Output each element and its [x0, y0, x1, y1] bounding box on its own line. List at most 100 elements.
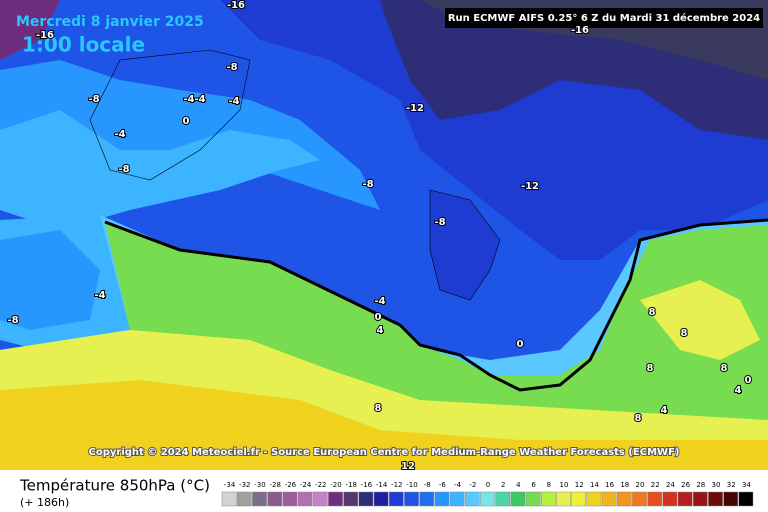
legend-swatch	[601, 491, 617, 507]
legend-swatch	[571, 491, 587, 507]
legend-swatch	[708, 491, 723, 507]
contour-label: 8	[647, 363, 654, 374]
contour-label: -4	[114, 129, 125, 140]
legend-swatch	[510, 491, 526, 507]
contour-label: -4	[228, 96, 239, 107]
contour-label: -12	[521, 181, 539, 192]
contour-label: 0	[517, 339, 524, 350]
legend-label: -26	[285, 481, 297, 489]
legend-label: 28	[696, 481, 705, 489]
legend-label: 16	[605, 481, 614, 489]
legend-swatch	[252, 491, 267, 507]
legend-label: -16	[361, 481, 373, 489]
contour-label: 0	[375, 312, 382, 323]
legend-label: -30	[254, 481, 265, 489]
contour-label: 4	[735, 385, 742, 396]
contour-label: 8	[375, 403, 382, 414]
legend-swatch	[647, 491, 663, 507]
legend-label: -4	[454, 481, 462, 489]
legend-swatch	[297, 491, 313, 507]
legend-label: 22	[651, 481, 660, 489]
legend-label: 20	[636, 481, 645, 489]
contour-label: 4	[377, 325, 384, 336]
legend-swatch	[632, 491, 647, 507]
legend-label: 18	[620, 481, 629, 489]
legend-swatch	[586, 491, 602, 507]
contour-label: -4	[183, 94, 194, 105]
contour-label: 0	[183, 116, 190, 127]
legend-swatch	[236, 491, 252, 507]
legend-swatch	[556, 491, 571, 507]
legend-swatch	[540, 491, 556, 507]
footer-title: Température 850hPa (°C)	[19, 477, 210, 495]
legend-label: -18	[345, 481, 356, 489]
contour-label: -8	[434, 217, 445, 228]
legend-label: 34	[742, 481, 751, 489]
legend-label: 6	[531, 481, 536, 489]
legend-swatch	[616, 491, 632, 507]
legend-swatch	[692, 491, 708, 507]
contour-label: -16	[36, 30, 54, 41]
legend-label: 24	[666, 481, 675, 489]
legend-label: -20	[330, 481, 341, 489]
legend-label: 14	[590, 481, 599, 489]
legend-swatch	[723, 491, 739, 507]
legend-swatch	[404, 491, 419, 507]
contour-label: 4	[661, 405, 668, 416]
contour-label: -8	[7, 315, 18, 326]
legend-swatch	[449, 491, 465, 507]
legend-label: 8	[547, 481, 551, 489]
legend-swatch	[480, 491, 495, 507]
contour-label: 8	[635, 413, 642, 424]
legend-label: -14	[376, 481, 388, 489]
legend-swatch	[388, 491, 404, 507]
legend-swatch	[373, 491, 389, 507]
contour-label: -12	[406, 103, 424, 114]
legend-label: 2	[501, 481, 505, 489]
forecast-time: 1:00 locale	[22, 33, 145, 57]
legend-label: -8	[424, 481, 431, 489]
legend-swatch	[677, 491, 693, 507]
footer-lead: (+ 186h)	[20, 496, 69, 509]
contour-label: -8	[226, 62, 237, 73]
legend-label: 32	[727, 481, 736, 489]
legend-label: -12	[391, 481, 402, 489]
legend-swatch	[358, 491, 374, 507]
legend-swatch	[312, 491, 328, 507]
legend-label: 4	[516, 481, 521, 489]
legend-label: -2	[469, 481, 476, 489]
legend-swatch	[343, 491, 359, 507]
forecast-date: Mercredi 8 janvier 2025	[16, 14, 204, 30]
contour-label: -8	[362, 179, 373, 190]
contour-label: -4	[94, 290, 105, 301]
legend-label: -28	[269, 481, 280, 489]
contour-label: 8	[681, 328, 688, 339]
legend-swatch	[738, 491, 754, 507]
legend-label: -34	[224, 481, 236, 489]
contour-label: -16	[571, 25, 589, 36]
legend-swatch	[221, 491, 237, 507]
contour-label: -16	[227, 0, 245, 11]
legend-swatch	[267, 491, 283, 507]
legend-swatch	[328, 491, 343, 507]
legend-label: 30	[712, 481, 721, 489]
legend-label: 26	[681, 481, 690, 489]
legend-swatch	[525, 491, 541, 507]
copyright: Copyright © 2024 Meteociel.fr - Source E…	[89, 447, 680, 458]
legend-swatch	[464, 491, 480, 507]
run-info: Run ECMWF AIFS 0.25° 6 Z du Mardi 31 déc…	[448, 12, 760, 24]
legend-label: 10	[560, 481, 569, 489]
map	[0, 0, 768, 470]
contour-label: 8	[649, 307, 656, 318]
contour-label: 0	[745, 375, 752, 386]
legend-label: -10	[406, 481, 417, 489]
legend-label: -22	[315, 481, 326, 489]
legend-swatch	[662, 491, 678, 507]
legend-label: 12	[575, 481, 584, 489]
contour-label: -8	[118, 164, 129, 175]
contour-label: -4	[194, 94, 205, 105]
legend-swatch	[434, 491, 450, 507]
legend-label: 0	[486, 481, 490, 489]
